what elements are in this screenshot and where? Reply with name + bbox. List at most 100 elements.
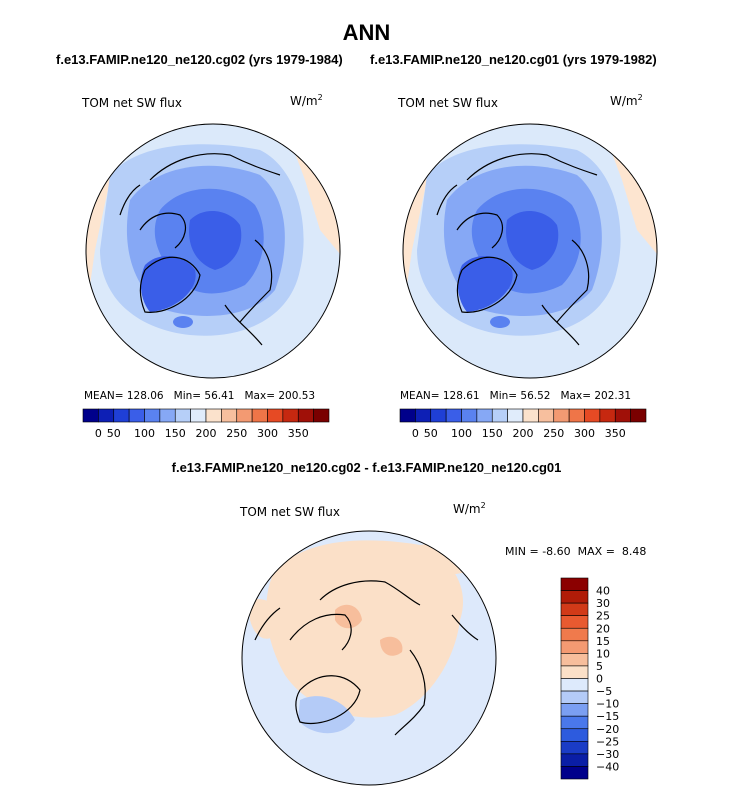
colorbar1-tick-label: 50 [107,427,121,440]
colorbar3-tick-label: 25 [596,610,610,623]
colorbar3-swatch [560,577,589,591]
colorbar2-swatch [553,408,570,423]
panel1-units: W/m2 [290,93,323,108]
colorbar2-tick-label: 0 [412,427,419,440]
left-case-title: f.e13.FAMIP.ne120_ne120.cg02 (yrs 1979-1… [56,52,343,67]
colorbar1-swatch [251,408,268,423]
colorbar1-swatch [267,408,284,423]
map3-positive-core-1 [335,604,362,629]
colorbar3-swatch [560,753,589,767]
panel3-variable-label: TOM net SW flux [240,505,341,519]
colorbar2-tick-label: 100 [451,427,472,440]
colorbar2-swatch [476,408,493,423]
colorbar2-tick-label: 250 [543,427,564,440]
colorbar3-tick-label: 15 [596,635,610,648]
map-panel-2 [402,123,658,379]
colorbar1-swatch [113,408,130,423]
colorbar3-swatch [560,640,589,654]
panel3-stats: MIN = -8.60 MAX = 8.48 [505,545,647,558]
colorbar3-tick-label: 20 [596,622,610,635]
difference-title: f.e13.FAMIP.ne120_ne120.cg02 - f.e13.FAM… [171,460,562,475]
colorbar2-swatch [445,408,462,423]
colorbar1-tick-label: 200 [196,427,217,440]
colorbar2-swatch [507,408,524,423]
colorbar3-tick-label: −25 [596,735,619,748]
colorbar3-swatch [560,627,589,642]
colorbar3-swatch [560,703,589,717]
colorbar3-swatch [560,715,589,730]
colorbar2-swatch [568,408,585,423]
colorbar3-tick-label: −5 [596,685,612,698]
colorbar3-tick-label: −20 [596,723,619,736]
colorbar1-swatch [144,408,161,423]
colorbar2-swatch [614,408,631,423]
colorbar2-swatch [430,408,447,423]
colorbar3-tick-label: −30 [596,748,619,761]
colorbar1-tick-label: 100 [134,427,155,440]
map2-greenland [457,255,513,312]
colorbar2-swatch [522,408,539,423]
colorbar3-tick-label: 10 [596,647,610,660]
colorbar1-swatch [221,408,238,423]
colorbar3-swatch [560,615,589,629]
map1-coastlines [119,153,281,346]
colorbar1-swatch [282,408,299,423]
map1-contour-max [189,210,242,270]
map-panel-3 [241,530,497,786]
colorbar3-swatch [560,678,589,692]
panel1-stats: MEAN= 128.06 Min= 56.41 Max= 200.53 [84,390,316,402]
colorbar2-swatch [415,408,432,423]
colorbar2-swatch [399,408,416,423]
colorbar1-swatch [190,408,207,423]
map3-positive-core-2 [380,636,403,656]
panel1-min: 56.41 [204,390,235,402]
colorbar1-swatch [174,408,191,423]
colorbar2-swatch [461,408,478,423]
panel3-min: -8.60 [542,545,571,558]
colorbar3-tick-label: −15 [596,710,619,723]
colorbar1-swatch [297,408,314,423]
colorbar2-swatch [630,408,647,423]
colorbar2-swatch [538,408,555,423]
colorbar2-tick-label: 350 [605,427,626,440]
colorbar1-tick-label: 250 [226,427,247,440]
colorbar2-tick-label: 200 [513,427,534,440]
colorbar2-tick-label: 300 [574,427,595,440]
page-title: ANN [342,20,391,45]
right-case-title: f.e13.FAMIP.ne120_ne120.cg01 (yrs 1979-1… [370,52,657,67]
map1-greenland [140,255,196,312]
colorbar3-tick-label: −40 [596,760,619,773]
colorbar2-swatch [584,408,601,423]
colorbar1-swatch [205,408,222,423]
colorbar1-tick-label: 150 [165,427,186,440]
map1-iceland-patch [173,316,193,328]
panel2-stats: MEAN= 128.61 Min= 56.52 Max= 202.31 [400,390,632,402]
colorbar3-swatch [560,602,589,616]
colorbar3-swatch [560,665,589,679]
colorbar1-swatch [313,408,330,423]
colorbar1-swatch [159,408,176,423]
panel3-units: W/m2 [453,501,486,516]
colorbar2-tick-label: 50 [424,427,438,440]
colorbar1-tick-label: 300 [257,427,278,440]
colorbar3-swatch [560,728,589,742]
map3-coastlines [254,580,479,736]
colorbar3-swatch [560,741,589,755]
map3-positive-region [266,540,464,718]
colorbar-panel-1: 0 50 100 150 200 250 300 350 [82,408,330,440]
map2-contour-max [506,210,559,270]
map3-positive-patch-west [250,599,281,639]
colorbar3-tick-label: 5 [596,660,603,673]
map2-coastlines [436,153,598,346]
panel1-variable-label: TOM net SW flux [82,96,183,110]
colorbar3-tick-label: 0 [596,673,603,686]
colorbar3-swatch [560,690,589,704]
map1-border [85,123,341,379]
panel1-max: 200.53 [278,390,316,402]
colorbar1-swatch [98,408,115,423]
colorbar1-swatch [236,408,253,423]
colorbar1-swatch [128,408,145,423]
panel2-variable-label: TOM net SW flux [398,96,499,110]
colorbar3-swatch [560,766,589,780]
